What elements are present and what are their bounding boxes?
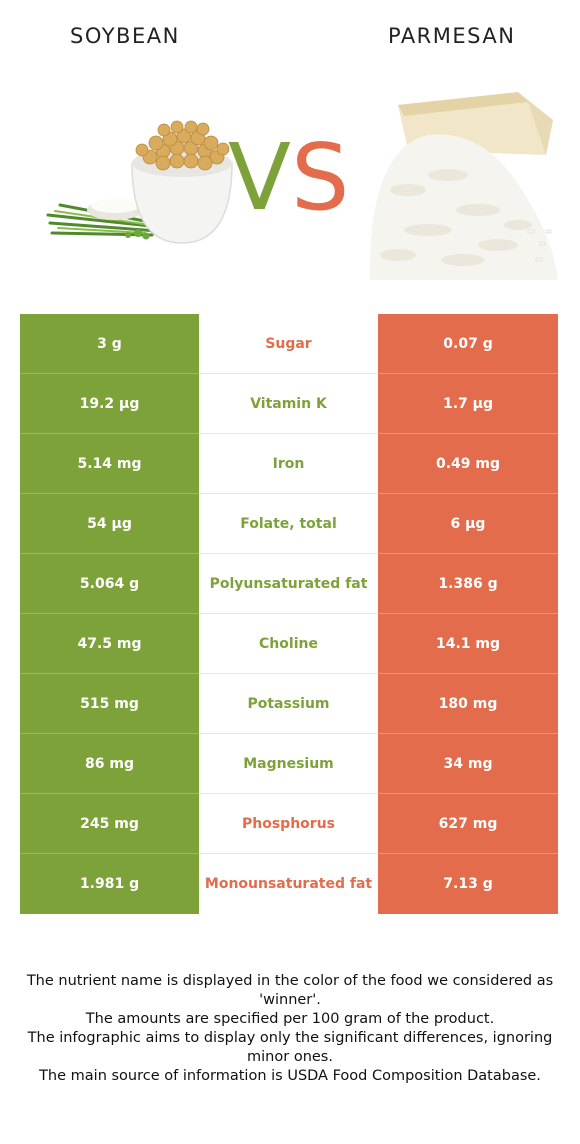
soybean-value: 5.14 mg [20, 434, 199, 494]
table-row: 1.981 g Monounsaturated fat 7.13 g [20, 854, 558, 914]
parmesan-image [369, 92, 558, 280]
parmesan-value: 180 mg [378, 674, 558, 734]
parmesan-value: 34 mg [378, 734, 558, 794]
nutrient-name: Sugar [199, 314, 378, 374]
left-food-title: SOYBEAN [70, 24, 180, 48]
soybean-value: 245 mg [20, 794, 199, 854]
soybean-value: 47.5 mg [20, 614, 199, 674]
table-row: 86 mg Magnesium 34 mg [20, 734, 558, 794]
footnote-line-1: The nutrient name is displayed in the co… [26, 973, 554, 1008]
footnote-line-4: The main source of information is USDA F… [39, 1068, 541, 1084]
nutrient-name: Polyunsaturated fat [199, 554, 378, 614]
parmesan-value: 1.7 µg [378, 374, 558, 434]
table-row: 245 mg Phosphorus 627 mg [20, 794, 558, 854]
nutrient-name: Vitamin K [199, 374, 378, 434]
parmesan-value: 0.49 mg [378, 434, 558, 494]
nutrient-name: Potassium [199, 674, 378, 734]
table-row: 19.2 µg Vitamin K 1.7 µg [20, 374, 558, 434]
table-row: 47.5 mg Choline 14.1 mg [20, 614, 558, 674]
soybean-value: 54 µg [20, 494, 199, 554]
soybean-image [46, 120, 233, 244]
nutrient-name: Iron [199, 434, 378, 494]
soybean-value: 3 g [20, 314, 199, 374]
parmesan-value: 627 mg [378, 794, 558, 854]
footnote-line-3: The infographic aims to display only the… [27, 1030, 553, 1065]
nutrient-name: Magnesium [199, 734, 378, 794]
table-row: 515 mg Potassium 180 mg [20, 674, 558, 734]
vs-v: V [228, 124, 291, 231]
soybean-value: 515 mg [20, 674, 199, 734]
table-row: 3 g Sugar 0.07 g [20, 314, 558, 374]
nutrient-name: Choline [199, 614, 378, 674]
table-row: 5.064 g Polyunsaturated fat 1.386 g [20, 554, 558, 614]
parmesan-value: 0.07 g [378, 314, 558, 374]
footnote-line-2: The amounts are specified per 100 gram o… [85, 1011, 495, 1027]
nutrient-name: Folate, total [199, 494, 378, 554]
soybean-value: 86 mg [20, 734, 199, 794]
comparison-table: 3 g Sugar 0.07 g 19.2 µg Vitamin K 1.7 µg 5.14… [20, 314, 558, 914]
parmesan-value: 6 µg [378, 494, 558, 554]
soybean-value: 5.064 g [20, 554, 199, 614]
vs-label: VS [228, 132, 349, 224]
table-row: 5.14 mg Iron 0.49 mg [20, 434, 558, 494]
nutrient-name: Monounsaturated fat [199, 854, 378, 914]
soybean-value: 19.2 µg [20, 374, 199, 434]
footnote: The nutrient name is displayed in the co… [14, 972, 566, 1086]
parmesan-value: 7.13 g [378, 854, 558, 914]
table-row: 54 µg Folate, total 6 µg [20, 494, 558, 554]
nutrient-name: Phosphorus [199, 794, 378, 854]
parmesan-value: 1.386 g [378, 554, 558, 614]
parmesan-value: 14.1 mg [378, 614, 558, 674]
vs-s: S [290, 124, 350, 231]
soybean-value: 1.981 g [20, 854, 199, 914]
right-food-title: PARMESAN [388, 24, 516, 48]
